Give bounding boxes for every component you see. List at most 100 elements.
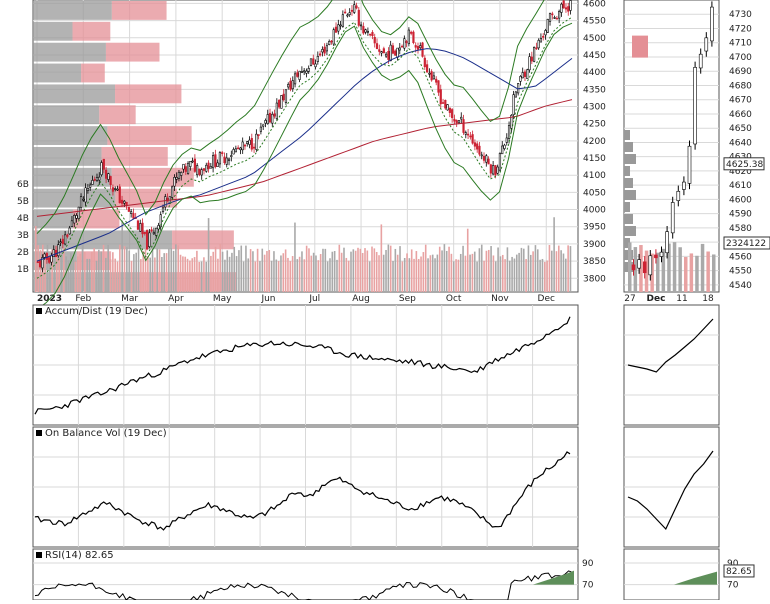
candle-body	[202, 168, 206, 171]
volume-bar	[116, 261, 119, 292]
price-tick-label-3800: 3800	[583, 274, 606, 284]
candle-body	[544, 30, 547, 36]
volume-bar	[438, 246, 441, 292]
candle-body	[364, 29, 367, 33]
inset-tick-label-4550: 4550	[729, 267, 752, 277]
candle-body	[287, 84, 290, 88]
volume-bar	[245, 245, 247, 292]
rsi-panel-frame	[32, 548, 579, 601]
last-volume-box	[723, 236, 770, 250]
inset-candle-body	[682, 181, 686, 190]
volume-bar	[473, 251, 476, 292]
volume-profile-bar-grey	[33, 84, 116, 104]
volume-bar	[240, 245, 243, 292]
candle-body	[394, 50, 397, 56]
volume-bar	[284, 249, 287, 292]
inset-tick-label-4700: 4700	[729, 53, 752, 63]
candle-body	[428, 72, 431, 75]
inset-volume-profile-bar	[624, 166, 630, 176]
volume-bar	[252, 251, 254, 292]
candle-body	[86, 188, 89, 191]
volume-bar	[226, 250, 229, 292]
candle-body	[109, 176, 112, 185]
volume-bar	[345, 257, 348, 292]
price-tick-label-4300: 4300	[583, 102, 606, 112]
candle-body	[50, 255, 53, 263]
volume-bar	[564, 258, 567, 292]
price-tick-label-4200: 4200	[583, 137, 606, 147]
rsi-inset-tick-label-90: 90	[727, 559, 739, 569]
volume-axis-label-4B: 4B	[17, 214, 29, 224]
volume-bar	[410, 249, 413, 292]
volume-bar	[200, 261, 203, 292]
volume-axis-label-6B: 6B	[17, 180, 29, 190]
volume-profile-bar-grey	[33, 21, 73, 41]
candle-body	[177, 171, 181, 179]
volume-bar	[448, 246, 450, 292]
candle-body	[243, 144, 247, 147]
volume-bar	[294, 222, 296, 292]
inset-tick-label-4710: 4710	[729, 39, 752, 49]
volume-profile-bar-red	[101, 147, 168, 166]
inset-candle-body	[704, 37, 709, 52]
volume-bar	[189, 260, 191, 292]
candle-body	[430, 71, 433, 81]
candle-body	[284, 89, 288, 103]
volume-bar	[480, 244, 483, 292]
inset-volume-bar	[712, 254, 716, 292]
inset-volume-profile-bar	[624, 178, 633, 188]
volume-bar	[541, 258, 544, 292]
volume-bar	[378, 255, 380, 292]
candle-body	[214, 154, 217, 167]
candle-body	[532, 47, 536, 62]
candle-body	[346, 14, 349, 17]
volume-bar	[359, 248, 362, 292]
volume-bar	[93, 248, 95, 292]
volume-bar	[165, 253, 168, 292]
volume-profile-bar-red	[72, 21, 111, 41]
rsi-tick-label-70: 70	[582, 581, 594, 591]
price-tick-label-4400: 4400	[583, 68, 606, 78]
volume-profile-bar-red	[72, 209, 120, 229]
volume-bar	[567, 245, 569, 292]
candle-body	[234, 148, 237, 153]
volume-bar	[399, 246, 401, 292]
volume-bar	[462, 245, 464, 292]
volume-bar	[126, 247, 128, 292]
volume-bar	[60, 246, 63, 292]
inset-volume-profile-bar	[624, 214, 633, 224]
inset-volume-profile-bar	[624, 130, 630, 140]
volume-bar	[550, 250, 553, 292]
candle-body	[209, 165, 212, 169]
inset-candle-body	[631, 264, 636, 271]
volume-bar	[415, 251, 418, 292]
inset-candle-body	[659, 251, 664, 257]
volume-bar	[557, 245, 560, 292]
candle-body	[123, 200, 126, 204]
last-price-label: 4625.38	[726, 160, 763, 170]
inset-volume-bar	[684, 256, 688, 292]
inset-candle-body	[648, 255, 653, 276]
candle-body	[45, 253, 49, 260]
volume-bar	[235, 256, 238, 292]
candle-body	[498, 153, 502, 171]
volume-bar	[525, 259, 527, 292]
candle-body	[273, 113, 276, 117]
volume-bar	[65, 256, 67, 292]
volume-bar	[329, 258, 331, 292]
volume-profile-bar-red	[115, 188, 178, 208]
volume-bar	[352, 249, 355, 292]
volume-bar	[81, 245, 84, 292]
inset-volume-bar	[656, 252, 660, 292]
inset-tick-label-4610: 4610	[729, 181, 752, 191]
volume-bar	[212, 251, 215, 292]
volume-axis-label-1B: 1B	[17, 265, 29, 275]
candle-body	[232, 149, 235, 155]
volume-bar	[529, 254, 532, 292]
candle-body	[130, 211, 133, 214]
candle-body	[366, 30, 370, 33]
candle-body	[150, 229, 153, 232]
volume-bar	[233, 246, 236, 292]
volume-profile-bar-red	[115, 84, 182, 104]
volume-bar	[490, 246, 492, 292]
